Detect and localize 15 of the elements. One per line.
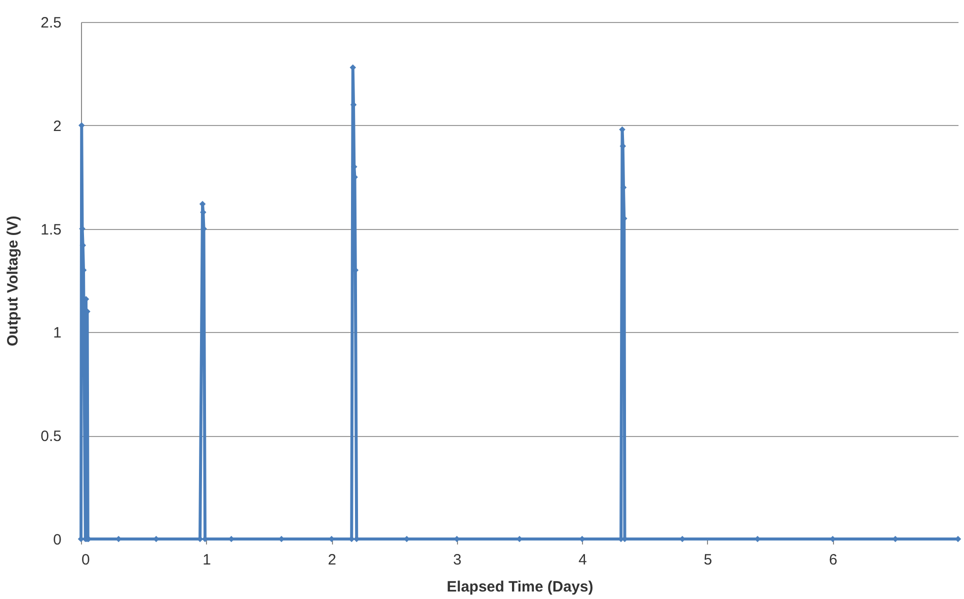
x-tick-label: 1 [202,552,211,568]
x-tick-label: 6 [829,552,838,568]
y-tick-label: 1 [53,324,62,342]
y-axis-title: Output Voltage (V) [4,216,22,346]
x-tick-label: 2 [328,552,336,568]
y-tick-label: 2.5 [40,14,62,32]
y-tick-label: 0.5 [40,428,62,446]
x-axis-title: Elapsed Time (Days) [446,578,594,596]
y-tick-label: 0 [53,532,62,548]
x-tick-label: 5 [704,552,712,568]
x-tick-label: 3 [453,552,462,568]
y-tick-label: 2 [53,118,62,135]
x-tick-label: 4 [578,552,587,568]
y-tick-label: 1.5 [40,221,62,238]
x-tick-label: 0 [82,552,90,568]
